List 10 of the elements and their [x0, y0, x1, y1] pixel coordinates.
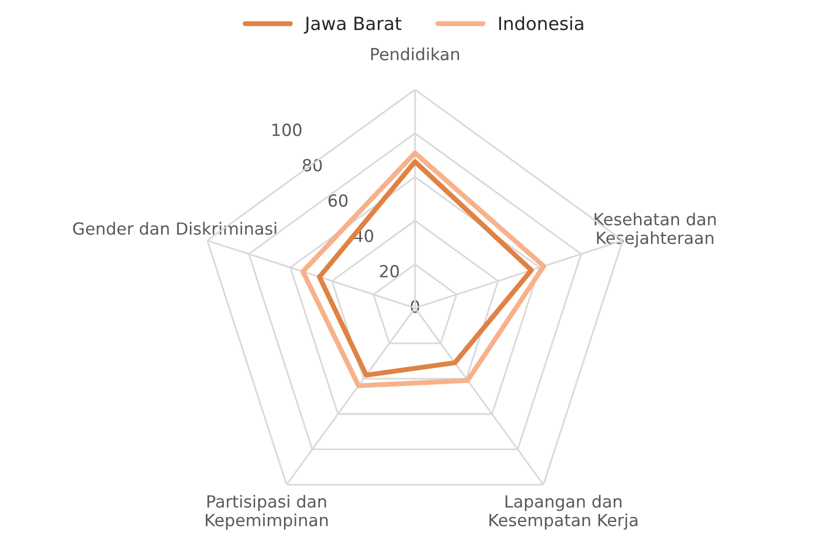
- spoke-label: Kesehatan dan Kesejahteraan: [594, 212, 716, 248]
- spoke-label: Gender dan Diskriminasi: [73, 222, 276, 235]
- legend-label: Indonesia: [499, 16, 584, 30]
- y-tick-label: 60: [328, 194, 348, 207]
- legend-label: Jawa Barat: [304, 16, 402, 34]
- spoke-label: Lapangan dan Kesempatan Kerja: [490, 494, 638, 530]
- y-tick-label: 100: [272, 124, 302, 136]
- spoke-label: Pendidikan: [371, 48, 459, 60]
- y-tick-label: 20: [380, 264, 399, 278]
- spoke-label: Partisipasi dan Kepemimpinan: [206, 494, 328, 530]
